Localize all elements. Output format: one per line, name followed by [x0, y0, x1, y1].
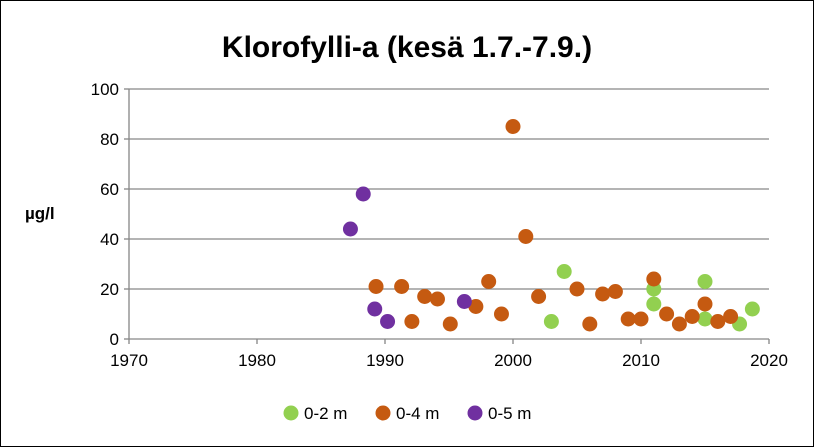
- legend-marker: [283, 405, 299, 421]
- data-point-0-2m: [697, 311, 713, 327]
- data-point-0-4m: [531, 289, 547, 304]
- data-points: [342, 119, 760, 332]
- y-axis-label: µg/l: [25, 204, 55, 223]
- data-point-0-4m: [417, 289, 433, 304]
- data-point-0-4m: [518, 229, 534, 244]
- data-point-0-5m: [380, 314, 396, 329]
- tick-labels: 0 20 40 60 80 100 1970 1980 1990 2000 2010 2020: [91, 80, 788, 370]
- legend-marker: [467, 405, 483, 421]
- data-point-0-4m: [620, 311, 636, 327]
- data-point-0-4m: [595, 286, 611, 302]
- legend-marker: [375, 405, 391, 421]
- data-point-0-4m: [710, 314, 726, 329]
- data-point-0-4m: [442, 316, 458, 332]
- data-point-0-4m: [368, 279, 384, 294]
- x-tick-label: 2010: [622, 351, 660, 370]
- data-point-0-4m: [394, 279, 410, 294]
- y-tick-label: 60: [100, 180, 119, 199]
- gridlines: [129, 88, 769, 290]
- data-point-0-5m: [367, 301, 383, 317]
- data-point-0-2m: [556, 264, 572, 279]
- x-tick-label: 1990: [366, 351, 404, 370]
- data-point-0-4m: [468, 299, 484, 314]
- legend-label: 0-2 m: [304, 404, 347, 423]
- data-point-0-4m: [582, 316, 598, 332]
- data-point-0-4m: [607, 284, 623, 299]
- data-point-0-4m: [569, 281, 585, 297]
- y-tick-label: 20: [100, 280, 119, 299]
- data-point-0-5m: [456, 294, 472, 309]
- y-tick-label: 80: [100, 130, 119, 149]
- data-point-0-4m: [429, 291, 445, 307]
- data-point-0-2m: [543, 314, 559, 329]
- y-tick-label: 100: [91, 80, 119, 99]
- x-tick-label: 1970: [110, 351, 148, 370]
- x-tick-label: 2000: [494, 351, 532, 370]
- chart-title: Klorofylli-a (kesä 1.7.-7.9.): [222, 31, 592, 64]
- data-point-0-4m: [505, 119, 521, 134]
- data-point-0-4m: [404, 314, 420, 329]
- data-point-0-2m: [646, 296, 662, 312]
- data-point-0-4m: [684, 309, 700, 324]
- data-point-0-5m: [355, 186, 371, 202]
- data-point-0-4m: [723, 309, 739, 324]
- legend-entry: 0-5 m: [467, 404, 531, 423]
- y-tick-label: 40: [100, 230, 119, 249]
- data-point-0-4m: [659, 306, 675, 322]
- legend: 0-2 m 0-4 m 0-5 m: [283, 404, 531, 423]
- data-point-0-4m: [481, 274, 497, 289]
- data-point-0-4m: [697, 296, 713, 312]
- data-point-0-5m: [342, 221, 358, 237]
- legend-label: 0-5 m: [488, 404, 531, 423]
- legend-label: 0-4 m: [396, 404, 439, 423]
- x-tick-label: 1980: [238, 351, 276, 370]
- data-point-0-4m: [646, 271, 662, 287]
- axes: [124, 88, 770, 344]
- x-tick-label: 2020: [750, 351, 788, 370]
- legend-entry: 0-2 m: [283, 404, 347, 423]
- data-point-0-4m: [493, 306, 509, 322]
- data-point-0-4m: [671, 316, 687, 332]
- y-tick-label: 0: [110, 330, 119, 349]
- legend-entry: 0-4 m: [375, 404, 439, 423]
- data-point-0-2m: [697, 274, 713, 289]
- data-point-0-2m: [744, 301, 760, 317]
- data-point-0-4m: [633, 311, 649, 327]
